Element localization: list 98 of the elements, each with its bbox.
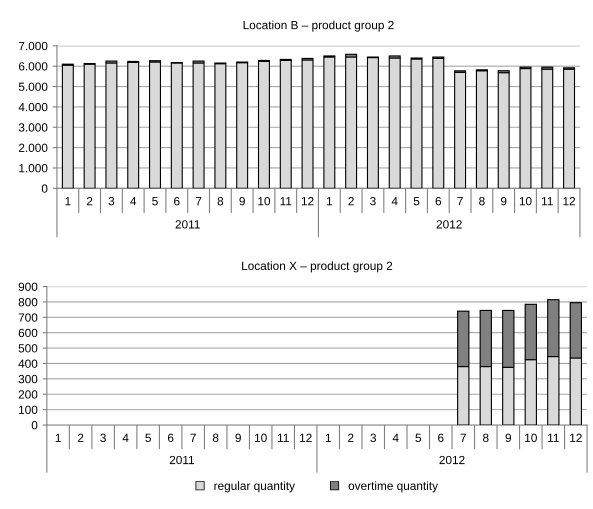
x-tick-label: 7 — [190, 434, 196, 442]
x-tick-label: 6 — [168, 434, 174, 442]
x-tick-label: 5 — [145, 434, 151, 442]
x-tick-label: 9 — [500, 196, 506, 206]
y-tick-label: 600 — [18, 328, 38, 338]
x-tick-label: 12 — [570, 434, 582, 442]
x-tick-label: 4 — [130, 197, 136, 206]
x-tick-label: 4 — [392, 434, 399, 442]
bar — [84, 64, 96, 188]
x-tick-label: 11 — [280, 197, 292, 206]
chart-title: Location X – product group 2 — [242, 261, 392, 272]
x-tick-label: 9 — [239, 196, 245, 206]
x-tick-label: 10 — [520, 196, 532, 206]
bar — [498, 72, 510, 188]
x-tick-label: 10 — [525, 434, 537, 442]
chart-title: Location B – product group 2 — [244, 20, 394, 32]
x-tick-label: 11 — [548, 434, 559, 442]
bar — [280, 60, 292, 188]
x-tick-label: 6 — [438, 434, 444, 442]
x-tick-label: 9 — [506, 434, 512, 442]
bar — [519, 68, 532, 188]
x-tick-label: 5 — [415, 434, 422, 442]
text: 2011 — [176, 220, 200, 229]
x-tick-label: 7 — [457, 197, 463, 206]
y-tick-label: 700 — [18, 313, 38, 322]
y-tick-label: 6.000 — [18, 62, 48, 71]
x-tick-label: 8 — [218, 196, 224, 206]
x-tick-label: 3 — [370, 196, 376, 206]
x-tick-label: 3 — [108, 196, 114, 206]
y-tick-label: 900 — [18, 282, 38, 291]
x-tick-label: 4 — [392, 197, 398, 206]
x-tick-label: 5 — [152, 197, 158, 206]
bar — [454, 72, 466, 188]
bar — [345, 56, 358, 188]
bar — [258, 60, 270, 188]
x-tick-label: 2 — [348, 434, 354, 442]
y-tick-label: 4.000 — [18, 102, 48, 112]
x-tick-label: 8 — [212, 434, 218, 442]
bar — [323, 56, 336, 188]
bar — [214, 63, 226, 188]
x-tick-label: 12 — [302, 196, 314, 206]
bar — [236, 62, 248, 188]
x-tick-label: 6 — [174, 196, 180, 206]
x-tick-label: 3 — [370, 434, 376, 442]
x-tick-label: 7 — [460, 434, 466, 442]
bar — [105, 62, 118, 188]
x-tick-label: 12 — [563, 196, 576, 206]
x-tick-label: 5 — [414, 197, 420, 206]
x-tick-label: 11 — [542, 197, 553, 206]
bar — [563, 68, 576, 188]
bar — [388, 57, 401, 188]
y-tick-label: 3.000 — [18, 123, 48, 132]
bar — [127, 62, 140, 188]
bar — [432, 58, 444, 188]
y-tick-label: 0 — [42, 184, 48, 193]
y-tick-label: 100 — [19, 406, 38, 414]
text: 2012 — [439, 456, 465, 464]
bar — [192, 62, 205, 188]
x-tick-label: 4 — [122, 434, 129, 442]
bar — [541, 68, 554, 188]
y-tick-label: 0 — [32, 421, 38, 430]
bar — [170, 62, 183, 188]
y-tick-label: 2.000 — [18, 144, 48, 152]
x-tick-label: 2 — [348, 196, 354, 206]
x-tick-label: 6 — [436, 196, 442, 206]
x-tick-label: 1 — [326, 197, 332, 206]
bar — [366, 57, 379, 188]
legend-label: regular quantity — [214, 481, 295, 492]
bar — [62, 64, 74, 188]
x-tick-label: 9 — [235, 434, 241, 442]
y-tick-label: 1.000 — [19, 164, 48, 172]
x-tick-label: 7 — [196, 197, 202, 206]
x-tick-label: 3 — [100, 434, 106, 442]
text: 2011 — [170, 456, 194, 464]
y-tick-label: 300 — [18, 374, 38, 384]
x-tick-label: 2 — [78, 434, 84, 442]
x-tick-label: 8 — [483, 434, 489, 442]
y-tick-label: 500 — [18, 344, 38, 352]
y-tick-label: 7.000 — [18, 42, 48, 50]
x-tick-label: 1 — [326, 434, 331, 442]
x-tick-label: 12 — [300, 434, 312, 442]
x-tick-label: 8 — [479, 196, 485, 206]
bar — [148, 62, 161, 188]
bar — [302, 60, 314, 188]
y-tick-label: 400 — [18, 360, 38, 368]
y-tick-label: 5.000 — [18, 82, 48, 91]
bar — [410, 58, 423, 188]
x-tick-label: 11 — [278, 434, 289, 442]
x-tick-label: 10 — [258, 196, 270, 206]
bar — [476, 70, 488, 188]
x-tick-label: 1 — [56, 434, 61, 442]
x-tick-label: 10 — [255, 434, 267, 442]
y-tick-label: 200 — [18, 390, 38, 399]
y-tick-label: 800 — [18, 298, 38, 306]
text: 2012 — [436, 220, 462, 229]
x-tick-label: 1 — [65, 197, 71, 206]
x-tick-label: 2 — [86, 196, 92, 206]
legend-label: overtime quantity — [348, 481, 438, 492]
